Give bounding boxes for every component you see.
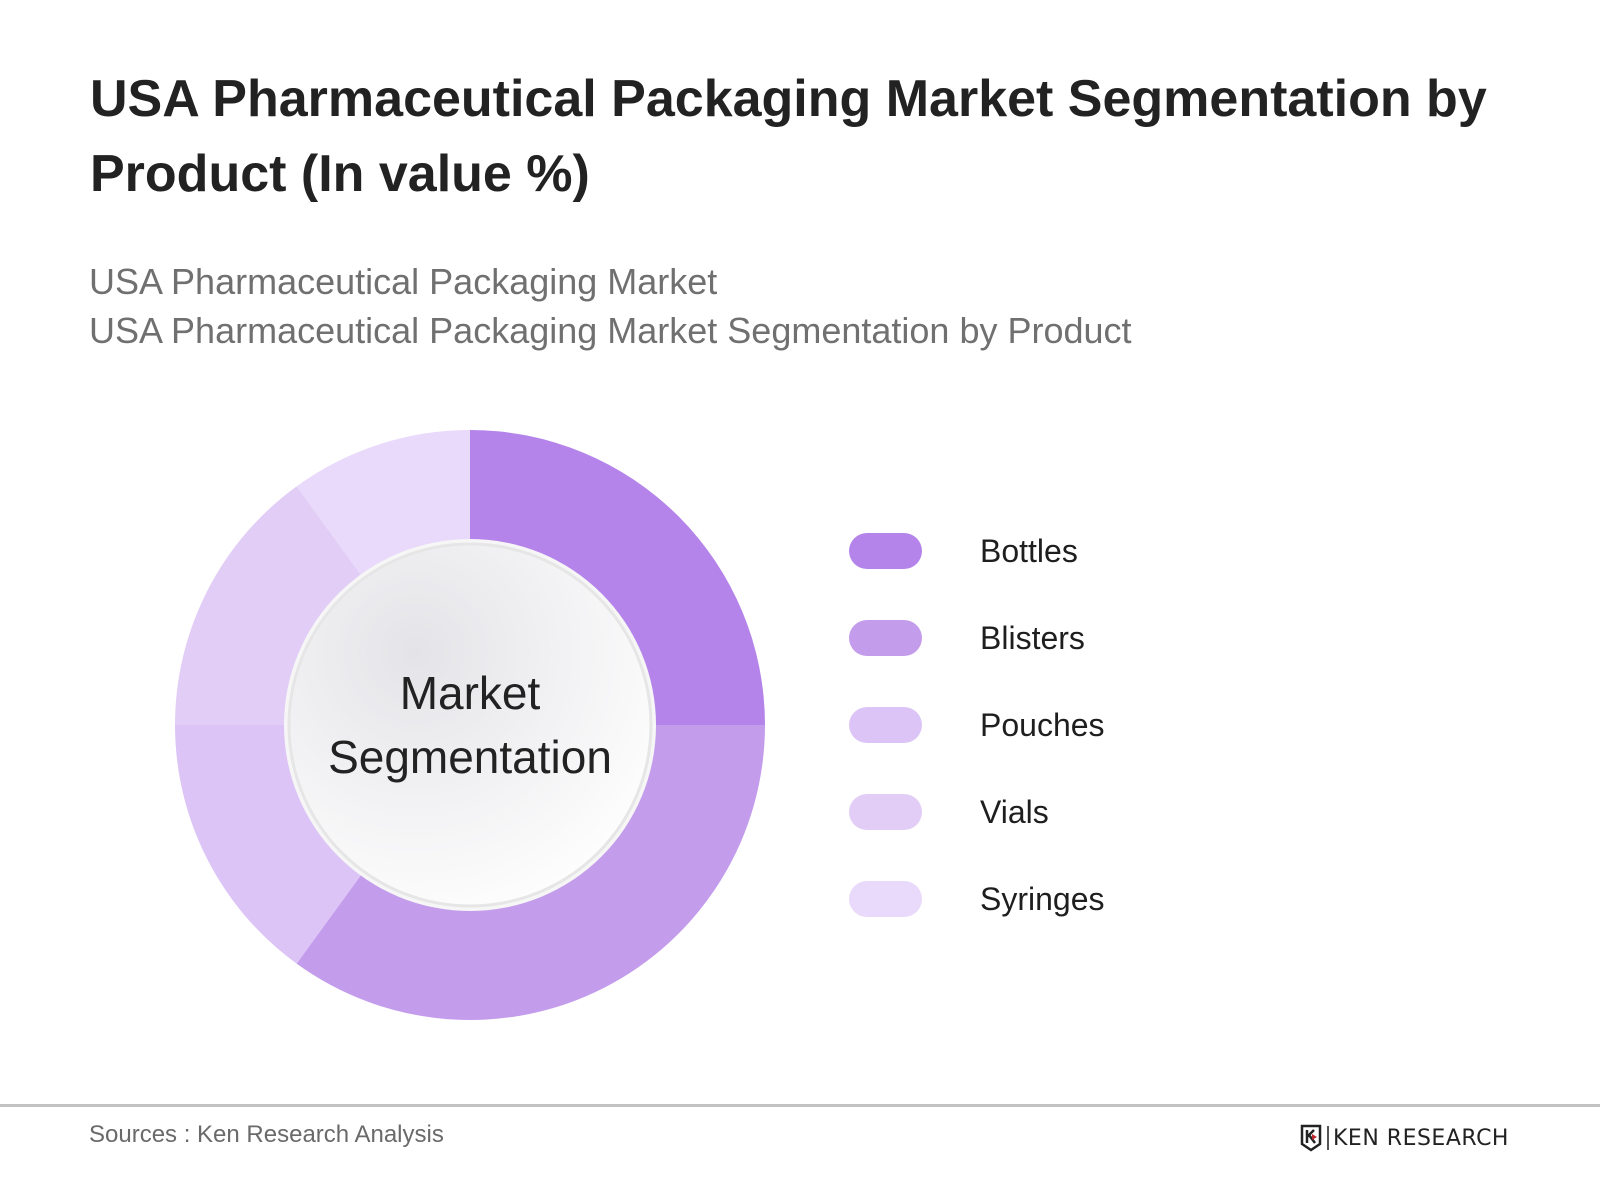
legend-swatch-icon xyxy=(849,620,922,656)
legend-swatch-icon xyxy=(849,533,922,569)
donut-segment-bottles xyxy=(470,430,765,725)
subtitle-line-2: USA Pharmaceutical Packaging Market Segm… xyxy=(89,310,1132,351)
legend-label: Syringes xyxy=(980,880,1105,917)
brand-name: KEN RESEARCH xyxy=(1333,1125,1509,1151)
legend-item-bottles: Bottles xyxy=(849,533,1105,569)
footer-divider xyxy=(0,1104,1600,1107)
legend-item-pouches: Pouches xyxy=(849,707,1105,743)
legend-swatch-icon xyxy=(849,707,922,743)
ken-research-logo-icon xyxy=(1300,1124,1322,1152)
donut-segment-vials xyxy=(175,486,365,725)
legend-item-blisters: Blisters xyxy=(849,620,1105,656)
brand-separator xyxy=(1327,1126,1329,1150)
legend-swatch-icon xyxy=(849,794,922,830)
donut-segment-blisters xyxy=(296,725,765,1020)
legend-item-vials: Vials xyxy=(849,794,1105,830)
page-title: USA Pharmaceutical Packaging Market Segm… xyxy=(90,70,1487,203)
subtitle: USA Pharmaceutical Packaging Market USA … xyxy=(89,257,1132,355)
legend-label: Pouches xyxy=(980,706,1105,743)
legend-label: Blisters xyxy=(980,619,1085,656)
legend-label: Vials xyxy=(980,793,1049,830)
subtitle-line-1: USA Pharmaceutical Packaging Market xyxy=(89,261,718,302)
donut-segment-syringes xyxy=(296,430,470,580)
legend-item-syringes: Syringes xyxy=(849,881,1105,917)
legend-label: Bottles xyxy=(980,532,1078,569)
donut-chart-svg xyxy=(175,430,765,1020)
donut-segment-pouches xyxy=(175,725,365,964)
chart-legend: Bottles Blisters Pouches Vials Syringes xyxy=(849,533,1105,968)
donut-chart: Market Segmentation xyxy=(170,425,770,1025)
center-disc xyxy=(287,542,653,908)
source-note: Sources : Ken Research Analysis xyxy=(89,1121,444,1148)
legend-swatch-icon xyxy=(849,881,922,917)
brand-logo: KEN RESEARCH xyxy=(1300,1124,1509,1152)
